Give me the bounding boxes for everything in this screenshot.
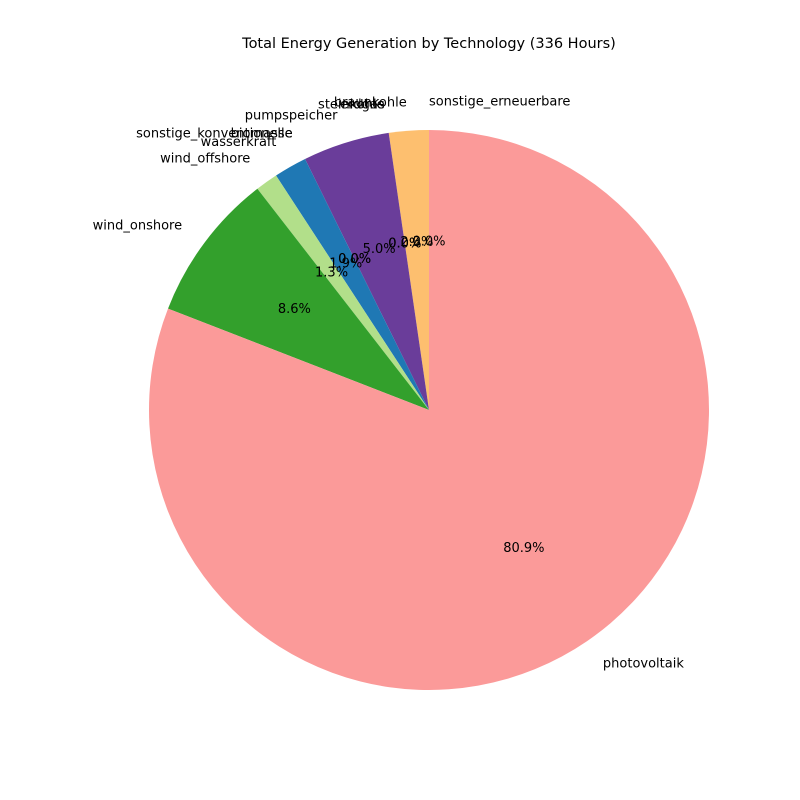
slice-pct-steinkohle: 0.0% (388, 236, 421, 251)
slice-label-wasserkraft: wasserkraft (201, 135, 277, 150)
pie-slice-wind-onshore (168, 188, 430, 410)
slice-label-biomasse: biomasse (231, 126, 293, 141)
slice-label-wind-offshore: wind_offshore (160, 152, 250, 167)
slice-label-photovoltaik: photovoltaik (603, 657, 684, 672)
slice-pct-biomasse: 0.0% (338, 252, 371, 267)
slice-label-sonstige-konventionelle: sonstige_konventionelle (136, 126, 293, 141)
slice-pct-pumpspeicher: 5.0% (363, 242, 396, 257)
slice-label-braunkohle: braunkohle (334, 95, 407, 110)
slice-pct-erdgas: 0.0% (388, 236, 421, 251)
chart-title: Total Energy Generation by Technology (3… (242, 36, 616, 52)
slice-pct-photovoltaik: 80.9% (503, 541, 544, 556)
slice-pct-braunkohle: 2.3% (400, 235, 433, 250)
slice-pct-wind-offshore: 1.3% (315, 266, 348, 281)
slice-label-sonstige-erneuerbare: sonstige_erneuerbare (429, 95, 570, 110)
slice-pct-wind-onshore: 8.6% (278, 302, 311, 317)
slice-pct-sonstige-erneuerbare: 0.0% (412, 235, 445, 250)
pie-slice-braunkohle (388, 130, 429, 410)
pie-slice-wind-offshore (257, 175, 429, 410)
slice-label-erdgas: erdgas (340, 98, 385, 113)
pie-slice-pumpspeicher (305, 132, 429, 410)
slice-label-steinkohle: steinkohle (318, 98, 385, 113)
pie-slice-wasserkraft (276, 158, 429, 410)
slice-pct-wasserkraft: 1.9% (329, 257, 362, 272)
slice-label-wind-onshore: wind_onshore (93, 218, 182, 233)
slice-pct-sonstige-konventionelle: 0.0% (338, 252, 371, 267)
pie-slice-photovoltaik (149, 130, 710, 690)
slice-label-pumpspeicher: pumpspeicher (245, 108, 338, 123)
